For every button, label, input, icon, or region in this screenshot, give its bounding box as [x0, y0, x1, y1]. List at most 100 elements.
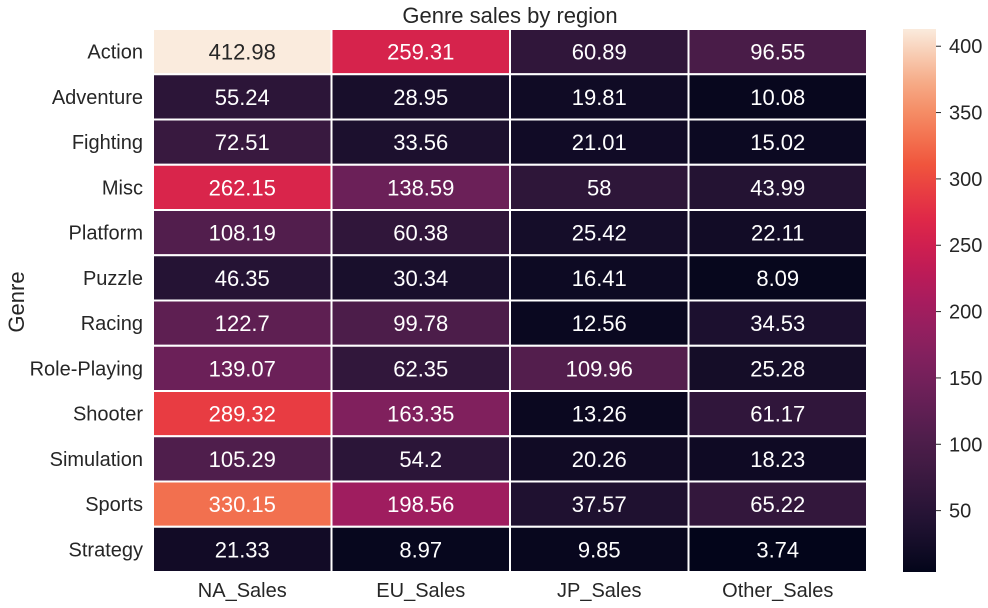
heatmap-cell: [509, 209, 690, 257]
row-tick-label: Platform: [69, 223, 143, 245]
heatmap-cell: [687, 525, 868, 573]
heatmap-cell: [509, 254, 690, 302]
cell-value-label: 43.99: [750, 175, 805, 200]
cell-value-label: 259.31: [387, 40, 454, 65]
cell-value-label: 138.59: [387, 175, 454, 200]
column-tick-labels: NA_Sales EU_Sales JP_Sales Other_Sales: [198, 580, 834, 602]
column-tick-label: NA_Sales: [198, 580, 287, 602]
cell-value-label: 412.98: [209, 40, 276, 65]
colorbar-tick-label: 150: [949, 368, 982, 390]
heatmap-cell: [687, 254, 868, 302]
colorbar-tick-label: 300: [949, 169, 982, 191]
heatmap-cell: [152, 344, 333, 392]
cell-value-label: 58: [587, 175, 611, 200]
cell-value-label: 198.56: [387, 492, 454, 517]
cell-value-label: 28.95: [393, 85, 448, 110]
cell-value-label: 96.55: [750, 40, 805, 65]
cell-value-label: 99.78: [393, 311, 448, 336]
row-tick-label: Puzzle: [83, 268, 143, 290]
cell-value-label: 10.08: [750, 85, 805, 110]
colorbar-tick-label: 100: [949, 434, 982, 456]
heatmap-cell: [509, 525, 690, 573]
heatmap-cell: [330, 480, 511, 528]
cell-value-label: 9.85: [578, 537, 621, 562]
cell-value-label: 60.89: [572, 40, 627, 65]
heatmap-cell: [687, 299, 868, 347]
heatmap-cells: 412.98 259.31 60.89 96.55 55.24 28.95 19.81 10.…: [152, 28, 868, 573]
row-tick-label: Adventure: [52, 87, 143, 109]
cell-value-label: 163.35: [387, 402, 454, 427]
cell-value-label: 15.02: [750, 130, 805, 155]
heatmap-cell: [687, 28, 868, 76]
cell-value-label: 13.26: [572, 402, 627, 427]
cell-value-label: 20.26: [572, 447, 627, 472]
heatmap-cell: [152, 435, 333, 483]
cell-value-label: 55.24: [215, 85, 270, 110]
colorbar-tick-label: 50: [949, 501, 971, 523]
cell-value-label: 330.15: [209, 492, 276, 517]
row-tick-label: Fighting: [72, 132, 143, 154]
heatmap-cell: [687, 118, 868, 166]
heatmap-cell: [330, 118, 511, 166]
row-tick-label: Shooter: [73, 404, 143, 426]
cell-value-label: 105.29: [209, 447, 276, 472]
heatmap-cell: [330, 209, 511, 257]
heatmap-cell: [330, 254, 511, 302]
row-tick-label: Strategy: [69, 539, 143, 561]
cell-value-label: 54.2: [399, 447, 442, 472]
row-tick-label: Simulation: [50, 449, 143, 471]
cell-value-label: 262.15: [209, 175, 276, 200]
cell-value-label: 3.74: [756, 537, 799, 562]
cell-value-label: 21.33: [215, 537, 270, 562]
heatmap-cell: [152, 28, 333, 76]
heatmap-cell: [509, 299, 690, 347]
cell-value-label: 122.7: [215, 311, 270, 336]
cell-value-label: 8.97: [399, 537, 442, 562]
heatmap-cell: [330, 525, 511, 573]
row-tick-label: Action: [87, 42, 143, 64]
column-tick-label: JP_Sales: [557, 580, 642, 602]
cell-value-label: 33.56: [393, 130, 448, 155]
heatmap-cell: [687, 209, 868, 257]
heatmap-cell: [687, 163, 868, 211]
cell-value-label: 21.01: [572, 130, 627, 155]
heatmap-cell: [509, 344, 690, 392]
chart-title: Genre sales by region: [402, 3, 617, 28]
column-tick-label: Other_Sales: [722, 580, 833, 602]
cell-value-label: 108.19: [209, 221, 276, 246]
column-tick-label: EU_Sales: [376, 580, 465, 602]
cell-value-label: 46.35: [215, 266, 270, 291]
colorbar-gradient: [903, 29, 936, 572]
heatmap-cell: [152, 254, 333, 302]
row-tick-labels: Action Adventure Fighting Misc Platform Puzzl…: [30, 42, 144, 562]
heatmap-cell: [687, 390, 868, 438]
cell-value-label: 60.38: [393, 221, 448, 246]
cell-value-label: 61.17: [750, 402, 805, 427]
heatmap-cell: [330, 73, 511, 121]
colorbar-tick-label: 350: [949, 103, 982, 125]
cell-value-label: 16.41: [572, 266, 627, 291]
cell-value-label: 18.23: [750, 447, 805, 472]
heatmap-cell: [687, 480, 868, 528]
heatmap-cell: [687, 73, 868, 121]
cell-value-label: 37.57: [572, 492, 627, 517]
cell-value-label: 25.42: [572, 221, 627, 246]
row-tick-label: Role-Playing: [30, 358, 143, 380]
colorbar: 50 100 150 200 250 300 350 400: [903, 29, 982, 572]
row-tick-label: Racing: [81, 313, 143, 335]
cell-value-label: 62.35: [393, 356, 448, 381]
cell-value-label: 72.51: [215, 130, 270, 155]
cell-value-label: 109.96: [566, 356, 633, 381]
cell-value-label: 139.07: [209, 356, 276, 381]
cell-value-label: 22.11: [751, 221, 804, 246]
heatmap-cell: [152, 525, 333, 573]
cell-value-label: 30.34: [393, 266, 448, 291]
cell-value-label: 19.81: [572, 85, 627, 110]
cell-value-label: 8.09: [756, 266, 799, 291]
cell-value-label: 34.53: [750, 311, 805, 336]
row-tick-label: Sports: [85, 494, 143, 516]
row-tick-label: Misc: [102, 177, 143, 199]
heatmap-cell: [152, 209, 333, 257]
y-axis-label: Genre: [4, 271, 29, 332]
